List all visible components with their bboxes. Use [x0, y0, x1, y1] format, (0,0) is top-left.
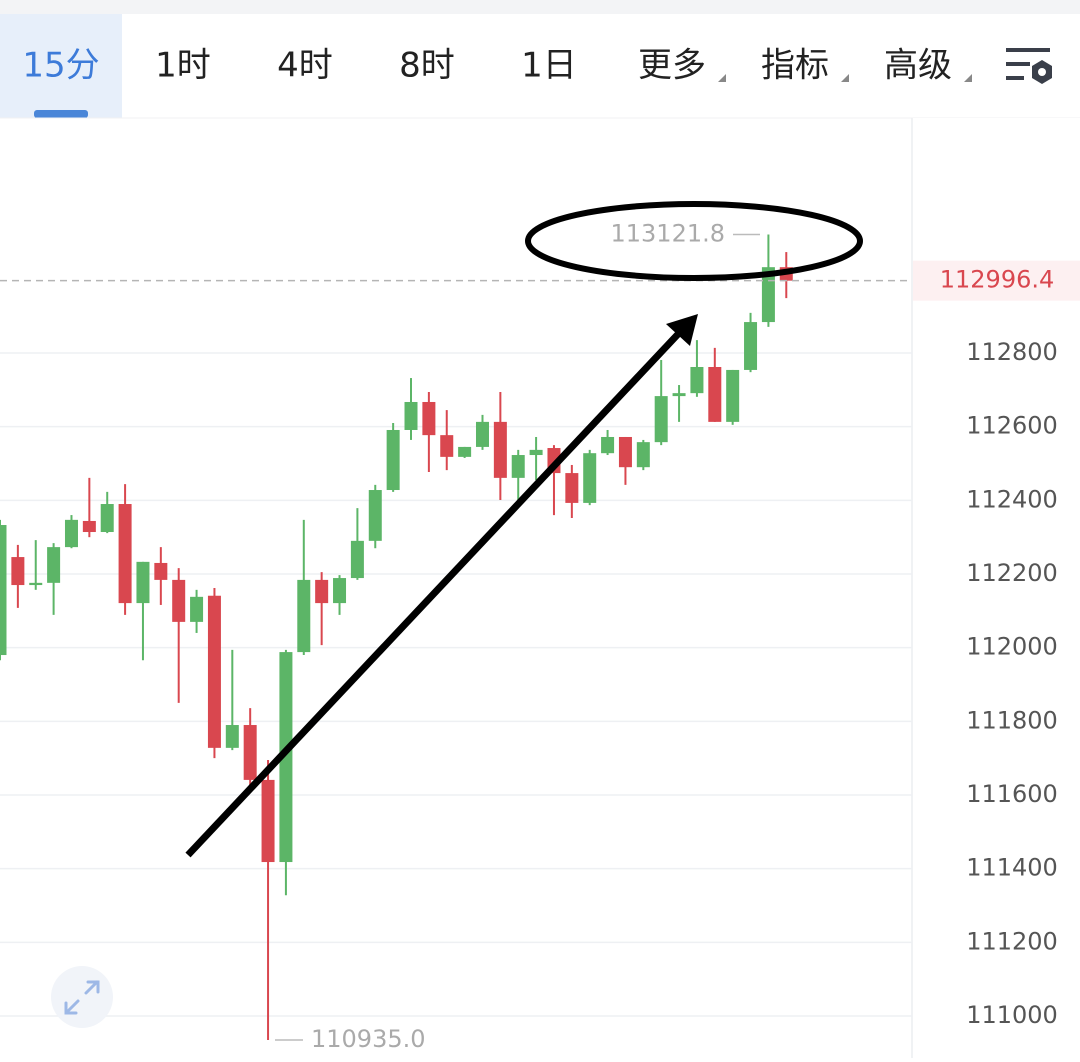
candle-body: [350, 540, 364, 579]
last-price-label: 112996.4: [940, 266, 1055, 294]
candle-body: [0, 525, 7, 656]
overlay: 112996.4 113121.8 110935.0: [0, 219, 1080, 1053]
settings-icon[interactable]: [1006, 48, 1052, 84]
candle-body: [118, 504, 132, 604]
candle-body: [279, 652, 293, 863]
active-tab-bg: [0, 14, 122, 118]
candle-body: [154, 562, 168, 580]
candle-body: [225, 725, 239, 748]
candle-body: [11, 557, 25, 586]
candle-body: [136, 561, 150, 604]
candle-body: [261, 779, 275, 863]
active-tab-indicator: [34, 110, 88, 118]
high-label: 113121.8: [610, 219, 725, 247]
candle-body: [333, 578, 347, 604]
candle-body: [64, 519, 78, 548]
tab[interactable]: 更多: [638, 46, 706, 86]
grid: 112800 112600 112400 112200 112000 111800 1116…: [0, 338, 1058, 1029]
candles: [0, 234, 793, 1040]
candle-body: [100, 504, 114, 533]
candle-body: [440, 435, 454, 457]
candle-body: [708, 366, 722, 422]
candle-body: [47, 547, 61, 583]
arrow-head: [666, 314, 698, 346]
candle-body: [636, 442, 650, 468]
dropdown-caret: [718, 74, 726, 82]
candle-body: [29, 582, 43, 586]
candle-body: [404, 401, 418, 430]
tab[interactable]: 高级: [884, 46, 952, 86]
candle-body: [243, 725, 257, 780]
candle-body: [726, 369, 740, 422]
toolbar: 15分 1时 4时 8时 1日 更多 指标 高级: [0, 14, 972, 118]
candle-body: [82, 520, 96, 533]
candle-body: [422, 401, 436, 436]
y-tick-label: 112800: [966, 338, 1058, 366]
candle-body: [190, 596, 204, 622]
y-tick-label: 112600: [966, 412, 1058, 440]
candle-body: [618, 436, 632, 468]
price-axis: [912, 118, 1080, 1058]
y-tick-label: 111600: [966, 780, 1058, 808]
last-price-bg: [913, 260, 1080, 301]
candle-body: [529, 449, 543, 456]
candle-body: [672, 393, 686, 397]
candle-body: [690, 366, 704, 394]
candle-body: [565, 473, 579, 503]
candle-body: [458, 446, 472, 457]
tab[interactable]: 1日: [521, 46, 577, 86]
y-tick-label: 111000: [966, 1001, 1058, 1029]
candle-body: [601, 436, 615, 454]
tab[interactable]: 4时: [277, 46, 333, 86]
low-label: 110935.0: [311, 1025, 426, 1053]
y-tick-label: 112200: [966, 559, 1058, 587]
candle-body: [654, 396, 668, 443]
candle-body: [744, 322, 758, 370]
candle-body: [511, 455, 525, 478]
y-tick-label: 111200: [966, 927, 1058, 955]
y-tick-label: 111400: [966, 854, 1058, 882]
tab[interactable]: 1时: [155, 46, 211, 86]
dropdown-caret: [841, 74, 849, 82]
expand-button[interactable]: [51, 966, 113, 1028]
y-tick-label: 112400: [966, 485, 1058, 513]
candle-body: [297, 579, 311, 653]
status-strip: [0, 0, 1080, 14]
candle-body: [475, 421, 489, 447]
drawn-ellipse: [525, 201, 863, 281]
candle-body: [172, 579, 186, 622]
candle-body: [207, 595, 221, 748]
drawn-arrow: [185, 329, 683, 858]
y-tick-label: 112000: [966, 633, 1058, 661]
candle-body: [368, 490, 382, 541]
tab[interactable]: 指标: [761, 46, 829, 86]
candle-body: [315, 579, 329, 604]
candle-body: [583, 453, 597, 503]
dropdown-caret: [964, 74, 972, 82]
candle-body: [493, 421, 507, 478]
candle-body: [386, 429, 400, 491]
tab[interactable]: 15分: [22, 46, 99, 86]
y-tick-label: 111800: [966, 706, 1058, 734]
tab[interactable]: 8时: [399, 46, 455, 86]
